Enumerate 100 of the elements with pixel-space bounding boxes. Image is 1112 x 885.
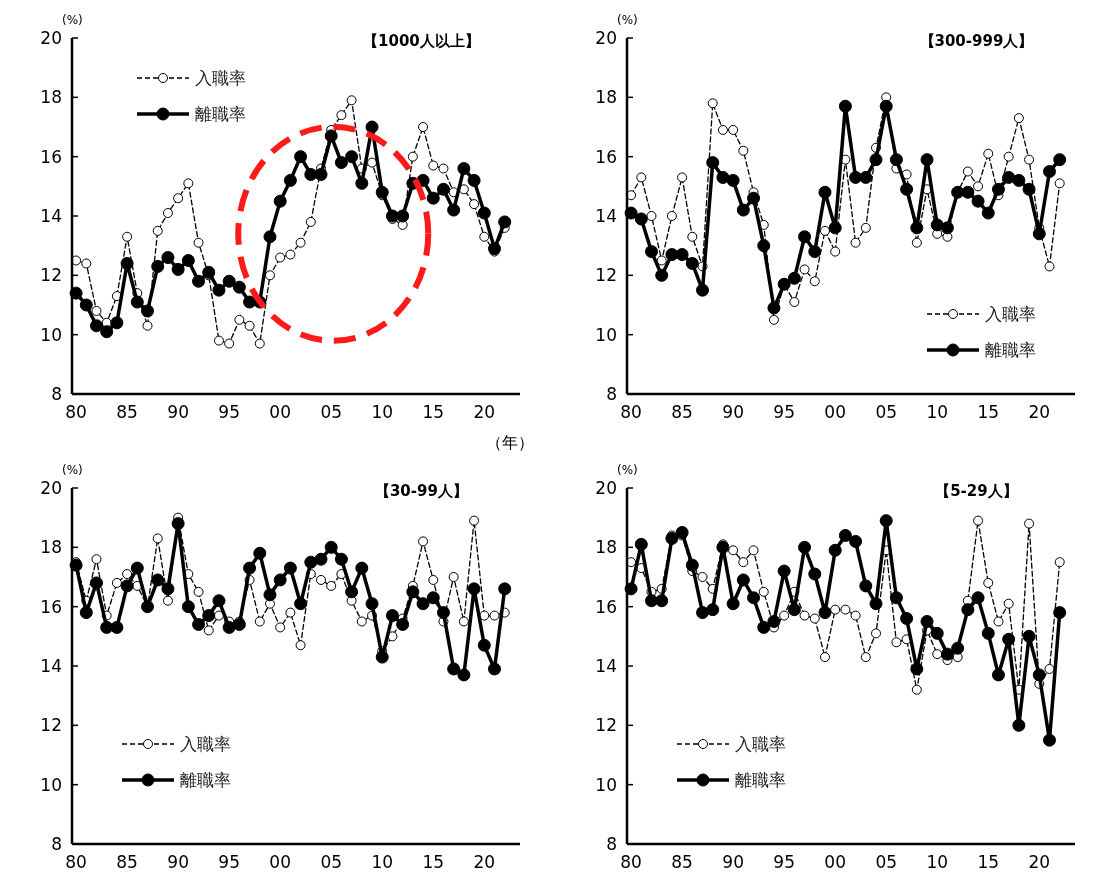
- point: [406, 585, 420, 599]
- y-tick-label: 14: [40, 656, 62, 676]
- point: [940, 647, 954, 661]
- point: [1042, 165, 1056, 178]
- point: [879, 99, 893, 113]
- x-tick-label: 00: [269, 852, 291, 872]
- point: [932, 649, 943, 660]
- point: [787, 603, 801, 617]
- point: [263, 230, 277, 244]
- point: [283, 173, 297, 187]
- point: [202, 265, 216, 279]
- point: [273, 573, 287, 587]
- y-tick-label: 8: [606, 834, 617, 854]
- y-tick-label: 20: [40, 28, 62, 48]
- point: [212, 283, 226, 297]
- point: [789, 297, 800, 308]
- point: [830, 246, 841, 257]
- point: [838, 99, 852, 113]
- point: [458, 616, 469, 627]
- x-tick-label: 15: [977, 852, 1000, 872]
- point: [758, 586, 769, 597]
- point: [685, 558, 699, 572]
- point: [991, 182, 1005, 196]
- point: [636, 172, 647, 183]
- point: [487, 242, 501, 256]
- point: [326, 580, 337, 591]
- y-tick-label: 20: [595, 478, 617, 498]
- legend-label: 離職率: [985, 340, 1036, 360]
- point: [900, 182, 914, 196]
- point: [436, 182, 450, 196]
- point: [961, 603, 975, 617]
- point: [161, 251, 175, 265]
- legend-label: 入職率: [180, 734, 231, 754]
- x-tick-label: 80: [620, 852, 642, 872]
- point: [768, 314, 779, 325]
- point: [993, 616, 1004, 627]
- x-tick-label: 10: [371, 402, 394, 422]
- point: [747, 191, 761, 205]
- point: [716, 170, 730, 184]
- point: [940, 221, 954, 235]
- point: [253, 546, 267, 560]
- y-tick-label: 16: [40, 596, 62, 617]
- point: [838, 528, 852, 542]
- x-tick-label: 85: [671, 852, 693, 872]
- point: [850, 610, 861, 621]
- point: [489, 610, 500, 621]
- point: [1022, 629, 1036, 643]
- x-tick-label: 10: [926, 402, 949, 422]
- y-tick-label: 10: [595, 324, 617, 345]
- point: [202, 609, 216, 623]
- x-tick-label: 10: [926, 852, 949, 872]
- point: [244, 320, 255, 331]
- y-tick-label: 10: [595, 774, 617, 795]
- point: [428, 574, 439, 585]
- x-tick-label: 00: [269, 402, 291, 422]
- x-tick-label: 95: [773, 402, 795, 422]
- point: [375, 185, 389, 199]
- point: [273, 194, 287, 208]
- point: [1032, 227, 1046, 241]
- point: [818, 606, 832, 620]
- point: [477, 206, 491, 220]
- legend-label: 入職率: [195, 68, 246, 88]
- point: [367, 157, 378, 168]
- point: [314, 167, 328, 181]
- point: [971, 194, 985, 208]
- point: [355, 176, 369, 190]
- y-tick-label: 8: [51, 834, 62, 854]
- x-tick-label: 00: [824, 852, 846, 872]
- point: [91, 305, 102, 316]
- point: [850, 237, 861, 248]
- point: [677, 172, 688, 183]
- point: [448, 572, 459, 582]
- point: [1053, 606, 1067, 620]
- point: [192, 274, 206, 288]
- x-tick-label: 20: [473, 402, 496, 422]
- point: [203, 625, 214, 636]
- point: [436, 606, 450, 620]
- point: [416, 597, 430, 611]
- point: [162, 595, 173, 606]
- point: [1054, 178, 1065, 189]
- y-axis-title: (%): [617, 463, 638, 477]
- point: [1012, 173, 1026, 187]
- point: [736, 573, 750, 587]
- point: [871, 628, 881, 639]
- point: [222, 620, 236, 634]
- point: [498, 582, 512, 596]
- point: [111, 577, 122, 588]
- x-tick-label: 05: [320, 402, 343, 422]
- point: [385, 609, 399, 623]
- y-axis-title: (%): [617, 13, 638, 27]
- point: [79, 298, 93, 312]
- point: [396, 209, 410, 223]
- legend-label: 離職率: [735, 770, 786, 790]
- point: [234, 314, 245, 325]
- point: [920, 615, 934, 628]
- point: [911, 237, 922, 248]
- x-tick-label: 15: [977, 402, 1000, 422]
- point: [696, 283, 710, 297]
- x-tick-label: 05: [320, 852, 343, 872]
- point: [634, 537, 648, 551]
